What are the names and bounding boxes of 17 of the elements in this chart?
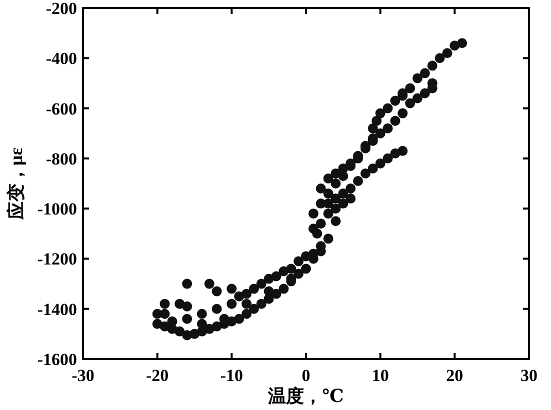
y-tick-label: -200	[46, 0, 77, 18]
y-tick-label: -400	[46, 49, 77, 68]
x-tick-label: 20	[446, 366, 464, 385]
x-tick-label: 10	[372, 366, 389, 385]
x-tick-label: -20	[146, 366, 169, 385]
y-tick-label: -600	[46, 99, 77, 118]
y-tick-label: -1200	[37, 250, 77, 269]
y-tick-label: -1400	[37, 300, 77, 319]
x-tick-label: 0	[302, 366, 310, 385]
x-tick-label: -10	[220, 366, 244, 385]
x-axis-title: 温度，℃	[267, 386, 344, 406]
y-tick-label: -1000	[37, 200, 77, 219]
y-axis-title: 应变，με	[6, 147, 26, 220]
x-tick-label: -30	[72, 366, 94, 385]
x-tick-label: 30	[520, 366, 538, 385]
y-tick-label: -800	[46, 149, 77, 168]
y-tick-label: -1600	[37, 350, 77, 369]
